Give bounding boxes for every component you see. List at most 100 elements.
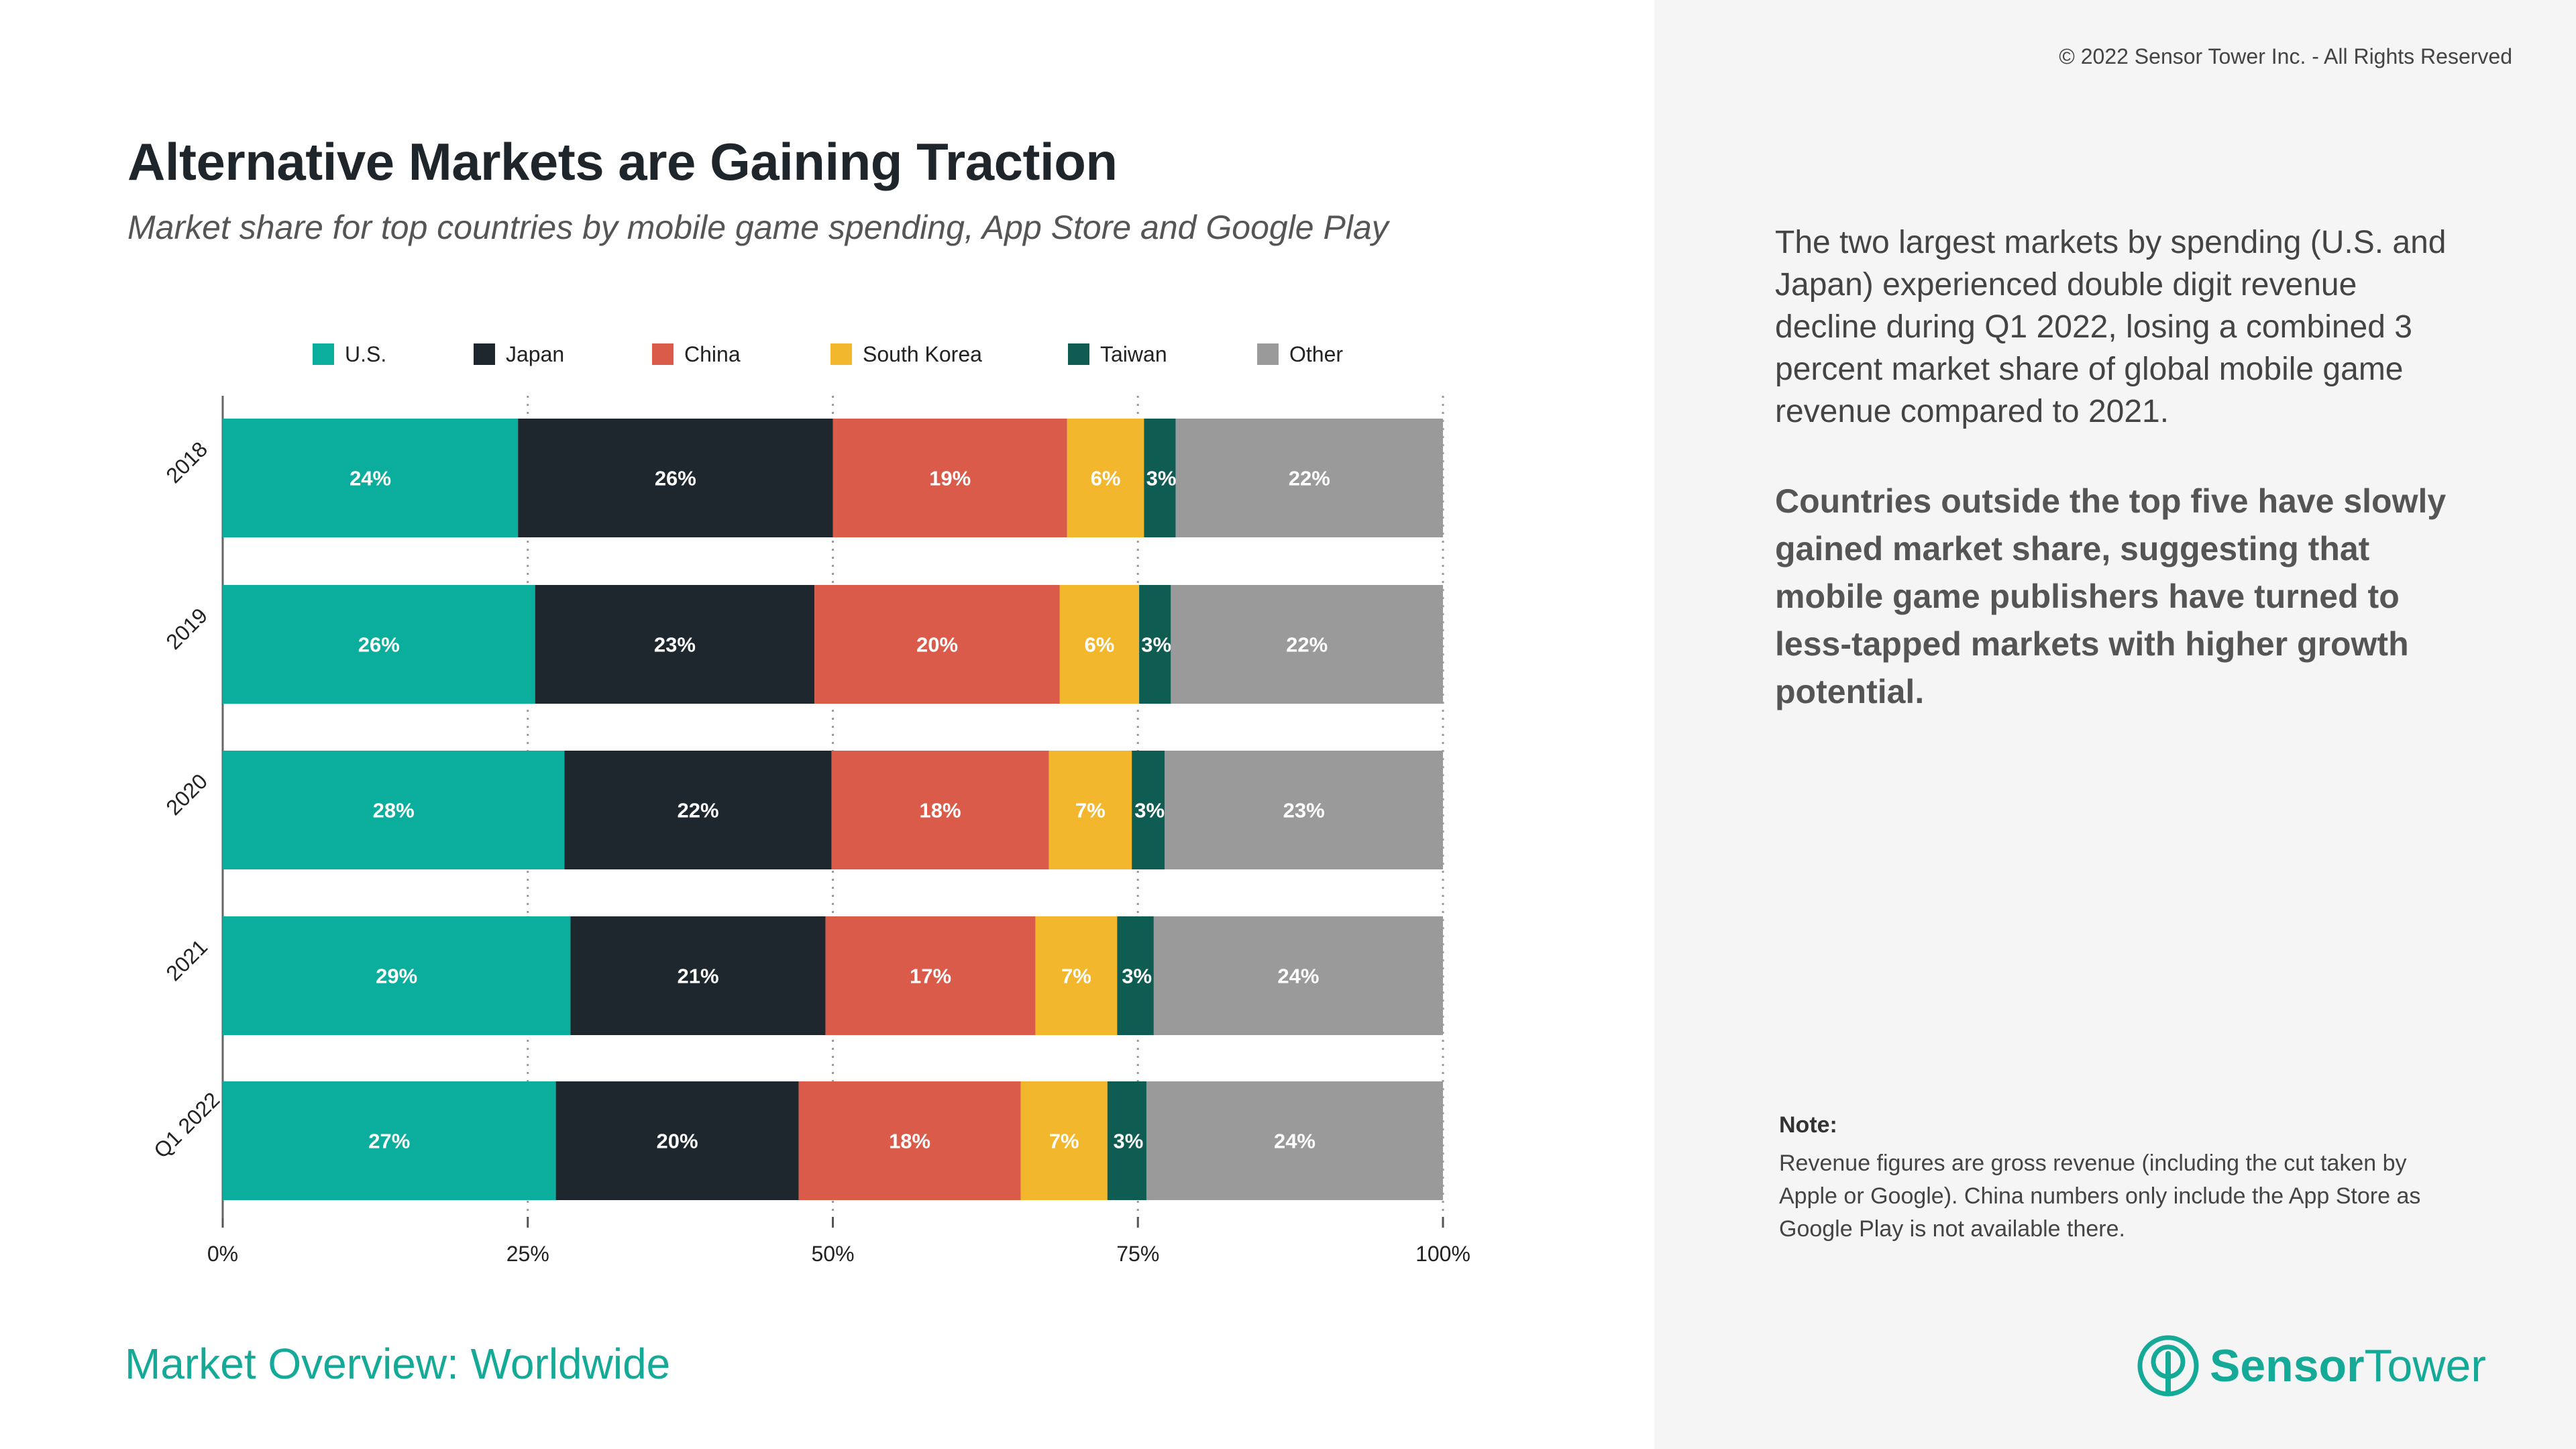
data-label: 6%: [1091, 467, 1121, 490]
page-title: Alternative Markets are Gaining Traction: [127, 132, 1118, 191]
bar-china-2020: [831, 751, 1049, 869]
data-label: 18%: [889, 1130, 930, 1153]
sensor-tower-logo: SensorTower: [2136, 1334, 2486, 1398]
data-label: 27%: [368, 1130, 410, 1153]
data-label: 22%: [677, 799, 718, 822]
data-label: 23%: [654, 633, 696, 657]
legend-label: Other: [1289, 341, 1344, 366]
logo-word-sensor: Sensor: [2210, 1340, 2365, 1391]
data-label: 21%: [677, 965, 718, 988]
data-label: 3%: [1134, 799, 1165, 822]
data-label: 29%: [376, 965, 417, 988]
commentary-body: The two largest markets by spending (U.S…: [1775, 225, 2447, 429]
data-label: 3%: [1141, 633, 1171, 657]
bar-other-2021: [1153, 916, 1443, 1035]
legend-item-china: China: [652, 341, 741, 368]
bar-other-2019: [1171, 585, 1443, 704]
bar-taiwan-q1-2022: [1107, 1081, 1146, 1200]
data-label: 20%: [657, 1130, 698, 1153]
legend-item-south-korea: South Korea: [830, 341, 982, 368]
bar-china-2019: [814, 585, 1060, 704]
bar-taiwan-2019: [1139, 585, 1171, 704]
data-label: 3%: [1146, 467, 1177, 490]
data-label: 6%: [1085, 633, 1115, 657]
logo-word-tower: Tower: [2364, 1340, 2486, 1391]
bar-japan-2021: [570, 916, 826, 1035]
legend-swatch: [830, 343, 852, 365]
legend-label: Japan: [506, 341, 565, 366]
category-label: 2021: [161, 934, 212, 985]
x-tick-label: 75%: [1116, 1242, 1159, 1266]
bar-south-korea-2020: [1049, 751, 1132, 869]
note-text: Revenue figures are gross revenue (inclu…: [1779, 1150, 2421, 1242]
data-label: 26%: [358, 633, 400, 657]
legend-swatch: [474, 343, 495, 365]
data-label: 26%: [655, 467, 696, 490]
bar-other-q1-2022: [1146, 1081, 1443, 1200]
legend-label: South Korea: [863, 341, 982, 366]
chart-panel: [0, 0, 1654, 1449]
legend-swatch: [1257, 343, 1279, 365]
data-label: 20%: [916, 633, 958, 657]
bar-u-s-2018: [223, 419, 519, 537]
bar-taiwan-2020: [1132, 751, 1165, 869]
data-label: 7%: [1049, 1130, 1079, 1153]
footer-title: Market Overview: Worldwide: [125, 1340, 671, 1388]
note-label: Note:: [1779, 1112, 1837, 1138]
legend-swatch: [652, 343, 674, 365]
bar-south-korea-2019: [1059, 585, 1140, 704]
data-label: 24%: [350, 467, 391, 490]
bar-south-korea-2018: [1067, 419, 1144, 537]
data-label: 17%: [910, 965, 951, 988]
legend-swatch: [313, 343, 334, 365]
data-label: 7%: [1061, 965, 1091, 988]
category-label: 2018: [161, 437, 212, 488]
data-label: 3%: [1122, 965, 1152, 988]
data-label: 3%: [1113, 1130, 1143, 1153]
commentary-highlight: Countries outside the top five have slow…: [1775, 482, 2447, 710]
copyright-notice: © 2022 Sensor Tower Inc. - All Rights Re…: [2059, 44, 2512, 68]
bar-u-s-q1-2022: [223, 1081, 556, 1200]
bar-u-s-2019: [223, 585, 535, 704]
data-label: 7%: [1075, 799, 1106, 822]
legend-label: U.S.: [345, 341, 387, 366]
legend-label: China: [684, 341, 741, 366]
data-label: 28%: [373, 799, 415, 822]
x-tick-label: 0%: [207, 1242, 238, 1266]
legend-item-other: Other: [1257, 341, 1343, 368]
commentary-panel: [1654, 0, 2576, 1449]
bar-japan-2019: [535, 585, 815, 704]
data-label: 19%: [929, 467, 971, 490]
x-tick-label: 25%: [506, 1242, 549, 1266]
category-label: Q1 2022: [149, 1087, 224, 1163]
bar-u-s-2020: [223, 751, 565, 869]
category-label: 2019: [161, 603, 212, 654]
bar-u-s-2021: [223, 916, 571, 1035]
bar-taiwan-2021: [1117, 916, 1154, 1035]
legend-swatch: [1068, 343, 1089, 365]
bar-china-2018: [833, 419, 1067, 537]
bar-other-2020: [1165, 751, 1443, 869]
bar-south-korea-q1-2022: [1020, 1081, 1108, 1200]
sensor-tower-logo-icon: [2137, 1335, 2199, 1397]
category-label: 2020: [161, 769, 212, 820]
bar-taiwan-2018: [1144, 419, 1176, 537]
bar-china-2021: [825, 916, 1036, 1035]
bar-japan-2018: [518, 419, 833, 537]
page-subtitle: Market share for top countries by mobile…: [127, 209, 1389, 246]
stacked-bar-chart: 0% 25% 50% 75% 100% 24% 26% 19% 6% 3% 22% 2018 26% 23…: [149, 396, 1470, 1266]
x-tick-label: 100%: [1415, 1242, 1470, 1266]
x-tick-label: 50%: [811, 1242, 854, 1266]
data-label: 24%: [1277, 965, 1319, 988]
bar-japan-q1-2022: [555, 1081, 799, 1200]
bar-other-2018: [1175, 419, 1443, 537]
data-label: 22%: [1289, 467, 1330, 490]
bar-japan-2020: [564, 751, 832, 869]
bar-china-q1-2022: [798, 1081, 1021, 1200]
legend-item-japan: Japan: [474, 341, 564, 368]
data-label: 22%: [1286, 633, 1328, 657]
bar-south-korea-2021: [1035, 916, 1118, 1035]
legend-item-taiwan: Taiwan: [1068, 341, 1167, 368]
data-label: 24%: [1274, 1130, 1316, 1153]
legend-item-u-s: U.S.: [313, 341, 386, 368]
